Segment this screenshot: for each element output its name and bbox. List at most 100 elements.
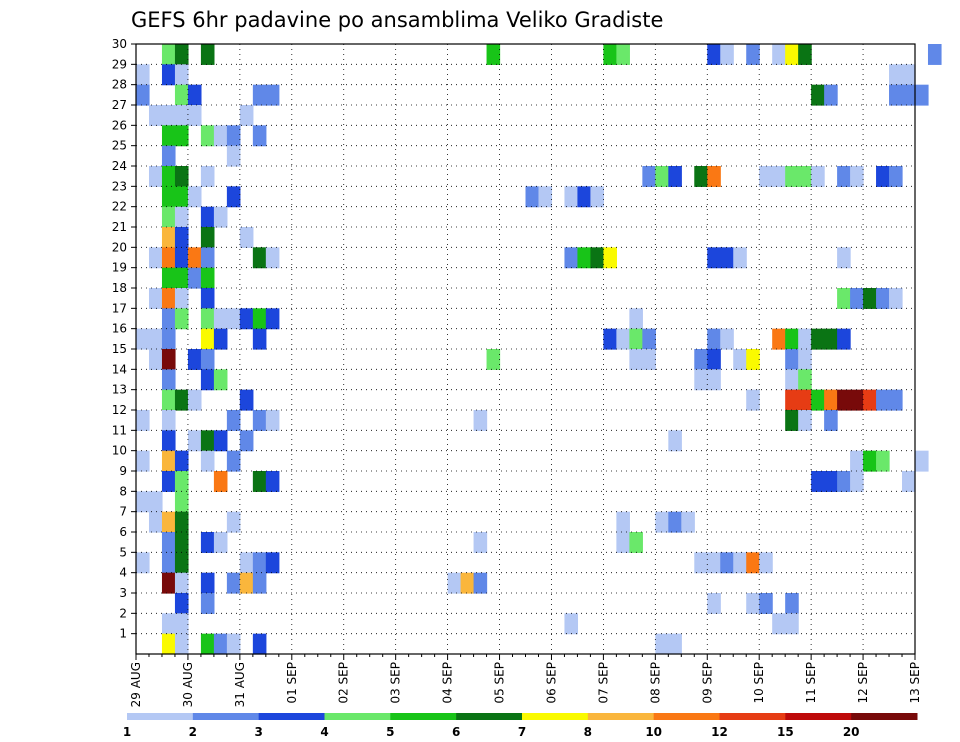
heatmap-cell [200,288,215,309]
heatmap-cell [746,552,760,574]
heatmap-cell [707,247,721,269]
heatmap-cell [902,64,916,86]
colorbar-label: 6 [452,725,460,739]
y-tick-label: 8 [119,484,127,498]
heatmap-cell [148,328,163,350]
y-tick-label: 1 [119,627,127,641]
heatmap-cell [174,613,189,635]
colorbar-swatch [719,713,786,720]
heatmap-cell [889,84,903,106]
heatmap-cell [174,308,189,330]
heatmap-cell [239,389,254,411]
heatmap-cell [785,389,799,411]
heatmap-cell [265,247,280,269]
x-tick-label: 04 SEP [441,662,455,704]
heatmap-cell [161,227,176,248]
heatmap-cell [473,410,488,431]
heatmap-cell [798,328,812,350]
heatmap-cell [772,44,786,65]
heatmap-cell [863,450,877,472]
heatmap-cell [252,328,267,350]
heatmap-cell [473,572,488,594]
heatmap-cell [720,44,734,65]
heatmap-cell [681,511,695,533]
colorbar-label: 15 [777,725,794,739]
y-tick-label: 26 [112,118,127,132]
y-tick-label: 7 [119,505,127,519]
colorbar-swatch [587,713,655,720]
heatmap-cell [200,125,215,147]
heatmap-cell [811,471,825,492]
heatmap-cell [200,593,215,614]
heatmap-cell [239,430,254,452]
heatmap-cell [161,125,176,147]
heatmap-cell [668,430,682,452]
heatmap-cell [252,410,267,431]
y-tick-label: 17 [112,301,127,315]
heatmap-cell [226,633,241,655]
y-tick-label: 22 [112,200,127,214]
heatmap-cell [174,491,189,513]
heatmap-cell [174,206,189,228]
heatmap-cell [564,613,579,635]
y-tick-label: 4 [119,566,127,580]
y-tick-label: 25 [112,139,127,153]
heatmap-cell [213,430,228,452]
heatmap-cell [811,166,825,187]
x-tick-label: 06 SEP [544,662,558,704]
heatmap-cell [694,349,708,370]
gridlines [136,43,915,654]
heatmap-cell [824,471,838,492]
heatmap-cell [200,369,215,391]
colorbar-swatch [258,713,325,720]
heatmap-cell [226,410,241,431]
x-tick-label: 05 SEP [493,662,507,704]
heatmap-cell [200,532,215,553]
heatmap-cell [136,450,150,472]
heatmap-cell [174,267,189,289]
heatmap-cell [798,389,812,411]
heatmap-cell [161,511,176,533]
heatmap-cell [265,308,280,330]
colorbar-swatch [785,713,852,720]
heatmap-cell [525,186,540,208]
heatmap-cell [239,572,254,594]
heatmap-cell [863,389,877,411]
x-tick-label: 31 AUG [233,662,247,707]
colorbar-label: 1 [123,725,131,739]
heatmap-cell [161,613,176,635]
heatmap-cell [174,450,189,472]
heatmap-cell [707,44,721,65]
heatmap-cell [785,349,799,370]
heatmap-cell [239,308,254,330]
heatmap-cell [655,633,669,655]
heatmap-cell [811,389,825,411]
heatmap-cell [148,349,163,370]
heatmap-cell [200,633,215,655]
heatmap-cell [200,572,215,594]
heatmap-cell [148,491,163,513]
heatmap-cell [798,44,812,65]
heatmap-cell [200,430,215,452]
heatmap-cell [200,166,215,187]
y-tick-label: 20 [112,240,127,254]
y-tick-label: 21 [112,220,127,234]
heatmap-cell [603,247,617,269]
heatmap-cell [136,64,150,86]
heatmap-cell [187,389,202,411]
x-tick-label: 13 SEP [908,662,922,704]
heatmap-cell [200,267,215,289]
heatmap-cell [187,267,202,289]
heatmap-cell [772,166,786,187]
heatmap-cell [161,206,176,228]
heatmap-cell [161,166,176,187]
colorbar-label: 8 [584,725,592,739]
heatmap-cell [200,349,215,370]
heatmap-cell [759,552,773,574]
y-tick-label: 18 [112,281,127,295]
heatmap-cell [564,186,579,208]
heatmap-cell [213,369,228,391]
colorbar-label: 5 [386,725,394,739]
heatmap-cell [239,552,254,574]
y-tick-label: 5 [119,545,127,559]
